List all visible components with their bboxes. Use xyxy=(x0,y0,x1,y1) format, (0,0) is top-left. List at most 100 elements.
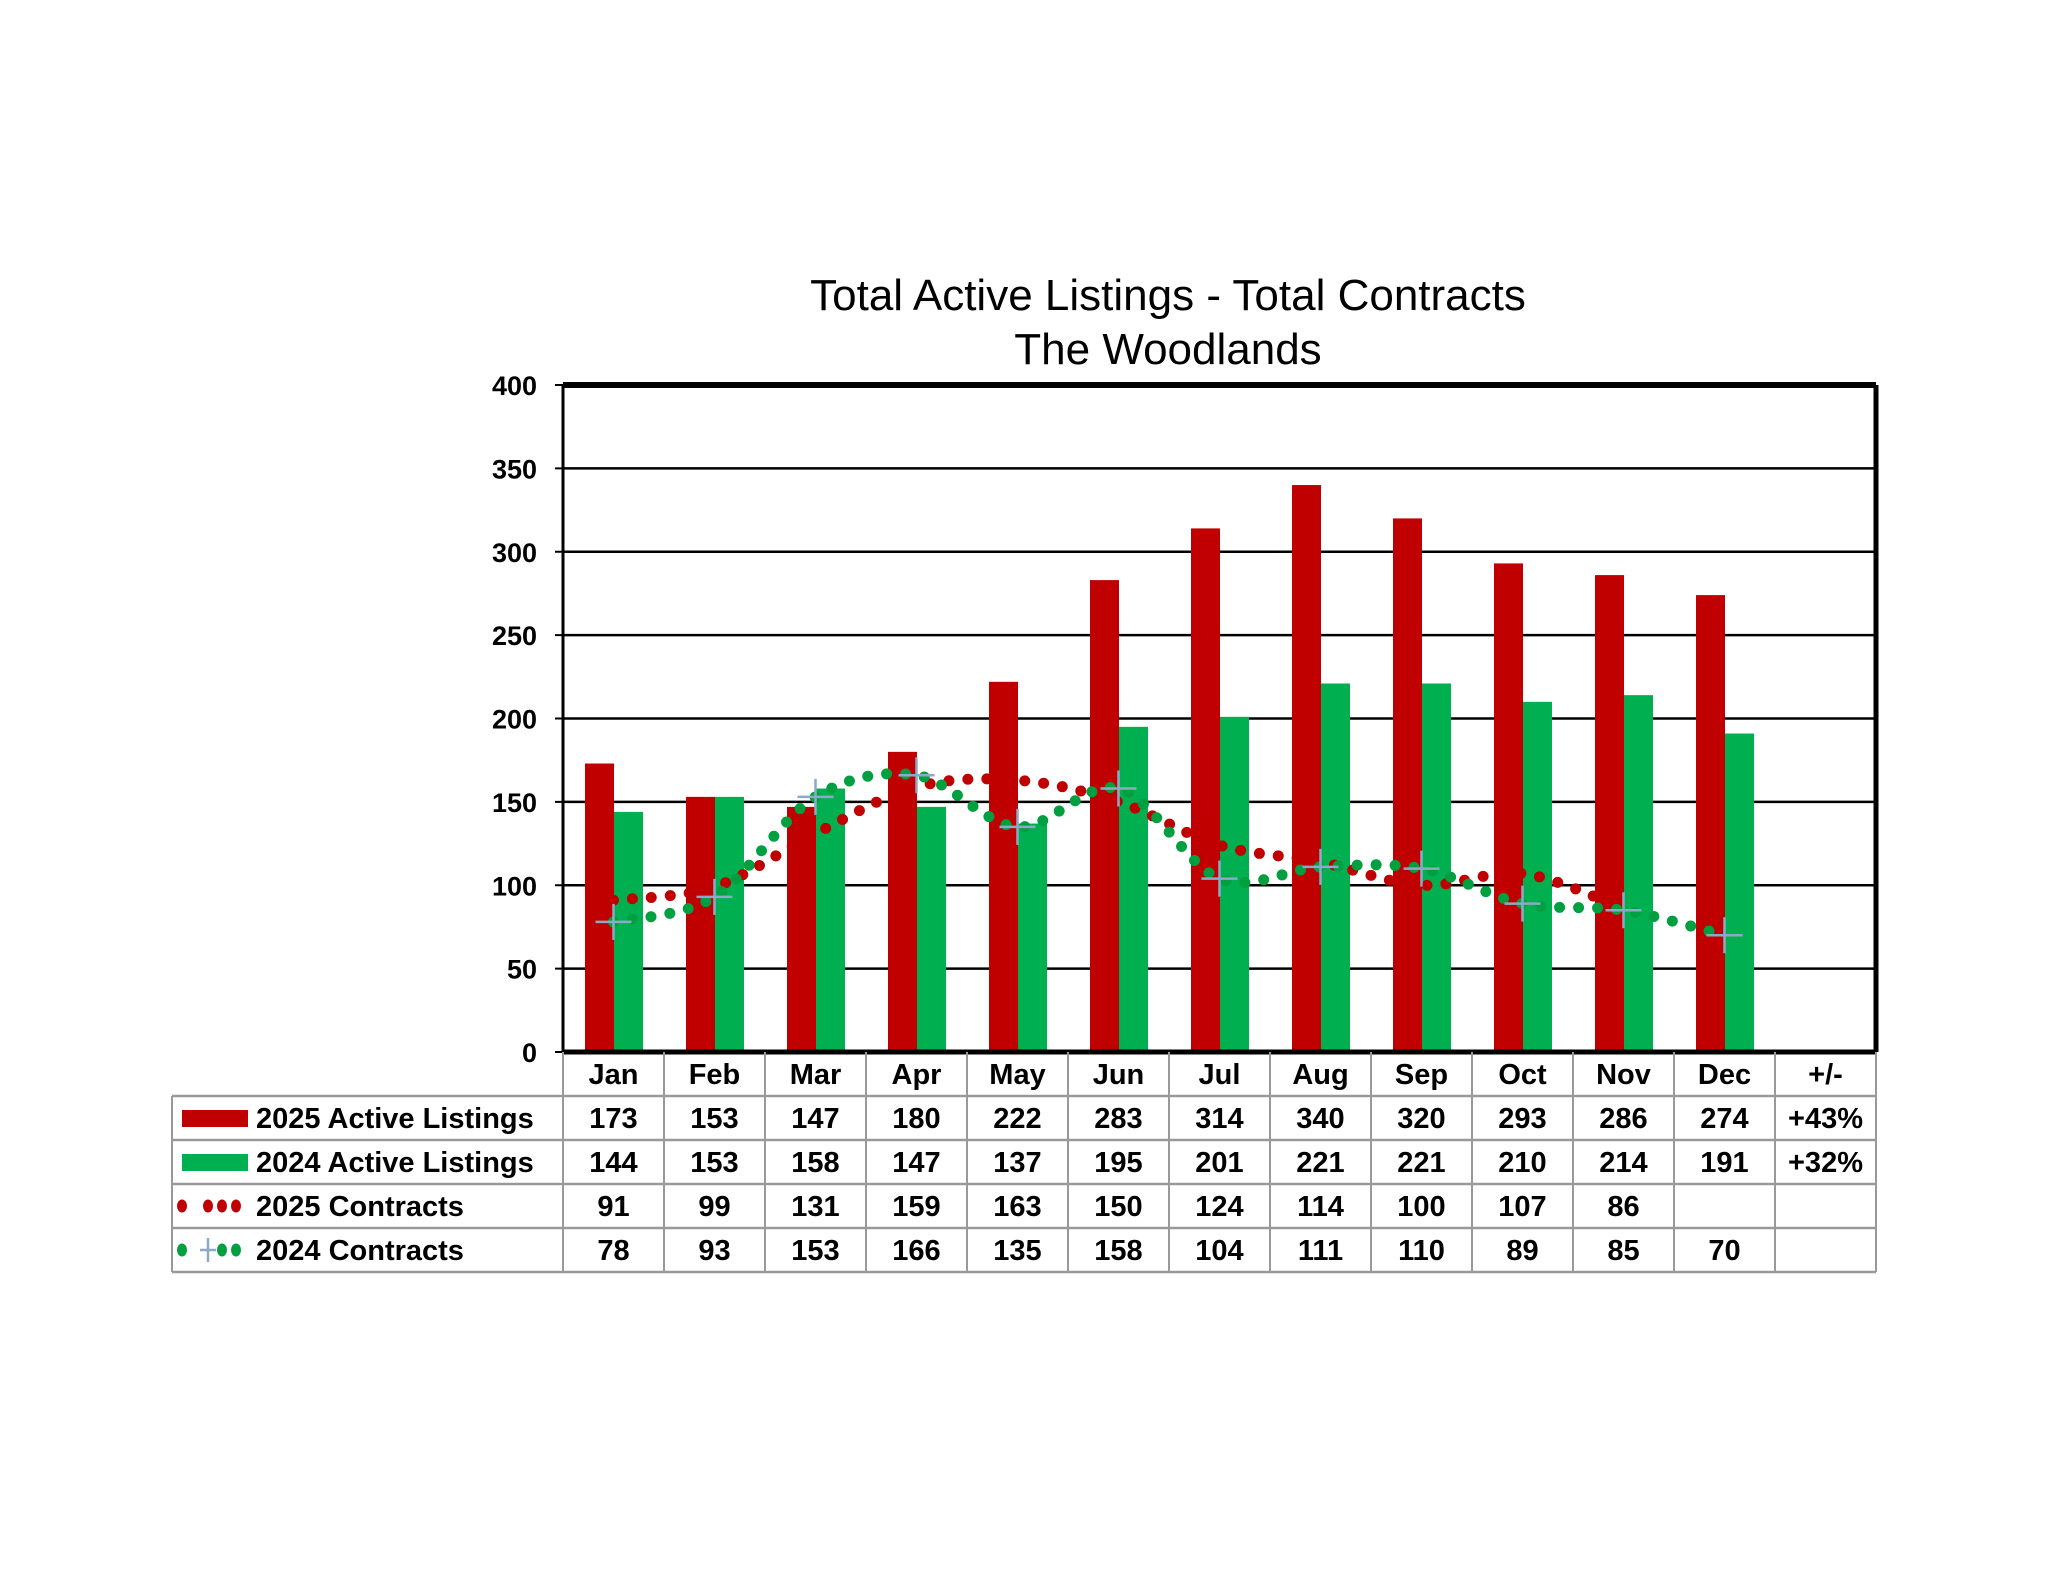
chart-subtitle: The Woodlands xyxy=(1014,325,1321,374)
bar-2025-active-listings xyxy=(686,796,715,1052)
legend-dot xyxy=(231,1243,241,1257)
table-cell: 340 xyxy=(1296,1103,1344,1135)
bar-2025-active-listings xyxy=(989,681,1018,1052)
table-cell: 150 xyxy=(1094,1191,1142,1223)
x-tick-label: Mar xyxy=(790,1059,842,1091)
bar-2024-active-listings xyxy=(917,806,946,1052)
bar-2024-active-listings xyxy=(1725,733,1754,1052)
x-tick-label: +/- xyxy=(1808,1059,1843,1091)
bar-2025-active-listings xyxy=(585,763,614,1052)
table-cell: 110 xyxy=(1398,1235,1445,1267)
table-cell: 283 xyxy=(1094,1103,1142,1135)
table-cell: 222 xyxy=(993,1103,1041,1135)
table-cell: 159 xyxy=(892,1191,940,1223)
y-tick-label: 300 xyxy=(492,538,537,568)
table-cell: 180 xyxy=(892,1103,940,1135)
data-table: Jan Feb Mar Apr May Jun Jul Aug Sep Oct Nov Dec +/- 2… xyxy=(171,1052,1877,1274)
legend-dot xyxy=(217,1243,227,1257)
x-tick-label: Apr xyxy=(892,1059,942,1091)
cross-marker xyxy=(1504,885,1541,922)
cross-marker xyxy=(1605,892,1642,929)
table-cell: 201 xyxy=(1195,1147,1243,1179)
table-row: 2025 Contracts 91 99 131 159 163 150 124 114 100 1… xyxy=(177,1191,1640,1223)
bar-2025-active-listings xyxy=(1393,518,1422,1052)
legend-swatch-2025-active-listings xyxy=(182,1110,248,1127)
table-cell: 195 xyxy=(1094,1147,1142,1179)
table-cell: 144 xyxy=(589,1147,637,1179)
table-cell: 70 xyxy=(1708,1235,1740,1267)
y-tick-label: 0 xyxy=(522,1038,537,1068)
x-tick-label: Jun xyxy=(1093,1059,1145,1091)
bar-2025-active-listings xyxy=(1696,595,1725,1052)
x-tick-label: Dec xyxy=(1698,1059,1751,1091)
table-cell: 191 xyxy=(1700,1147,1748,1179)
x-tick-label: Aug xyxy=(1292,1059,1348,1091)
legend-label: 2025 Active Listings xyxy=(256,1103,534,1135)
x-tick-label: May xyxy=(989,1059,1045,1091)
legend-dot xyxy=(203,1199,213,1213)
x-tick-label: Oct xyxy=(1498,1059,1547,1091)
x-tick-label: Nov xyxy=(1596,1059,1651,1091)
table-cell: 107 xyxy=(1498,1191,1546,1223)
plot-frame xyxy=(561,382,1879,1055)
x-tick-label: Sep xyxy=(1395,1059,1448,1091)
legend-dot xyxy=(177,1199,187,1213)
table-cell: 214 xyxy=(1599,1147,1647,1179)
bar-2024-active-listings xyxy=(715,796,744,1052)
table-cell: 314 xyxy=(1195,1103,1243,1135)
table-cell: 100 xyxy=(1397,1191,1445,1223)
table-cell: 78 xyxy=(597,1235,629,1267)
cross-marker xyxy=(797,778,834,815)
bar-2024-active-listings xyxy=(816,788,845,1052)
table-cell: 104 xyxy=(1195,1235,1243,1267)
table-cell: 320 xyxy=(1397,1103,1445,1135)
legend-swatch-2024-active-listings xyxy=(182,1154,248,1171)
legend-label: 2024 Active Listings xyxy=(256,1147,534,1179)
table-cell: 221 xyxy=(1296,1147,1344,1179)
table-cell: 210 xyxy=(1498,1147,1546,1179)
bar-2025-active-listings xyxy=(1494,563,1523,1052)
bar-2025-active-listings xyxy=(1292,485,1321,1052)
bar-2024-active-listings xyxy=(614,811,643,1052)
cross-marker xyxy=(595,903,632,940)
cross-marker xyxy=(1100,770,1137,807)
cross-marker xyxy=(898,757,935,794)
table-cell: 147 xyxy=(892,1147,940,1179)
y-tick-label: 400 xyxy=(492,371,537,401)
table-cell: 135 xyxy=(993,1235,1041,1267)
table-cell: 274 xyxy=(1700,1103,1748,1135)
x-tick-label: Jul xyxy=(1199,1059,1241,1091)
legend-dot xyxy=(177,1243,187,1257)
y-tick-label: 350 xyxy=(492,454,537,484)
table-cell: 86 xyxy=(1607,1191,1639,1223)
chart-title: Total Active Listings - Total Contracts xyxy=(810,271,1526,320)
table-cell: 89 xyxy=(1506,1235,1538,1267)
table-cell: 163 xyxy=(993,1191,1041,1223)
cross-marker xyxy=(1706,917,1743,954)
bar-2025-active-listings xyxy=(1191,528,1220,1052)
table-cell: 131 xyxy=(791,1191,839,1223)
table-cell: 166 xyxy=(892,1235,940,1267)
table-cell: 147 xyxy=(791,1103,839,1135)
table-cell: 158 xyxy=(791,1147,839,1179)
bars xyxy=(585,485,1754,1052)
table-cell: 85 xyxy=(1607,1235,1639,1267)
table-cell: 153 xyxy=(690,1103,738,1135)
legend-label: 2025 Contracts xyxy=(256,1191,464,1223)
bar-2025-active-listings xyxy=(1595,575,1624,1052)
table-cell: 124 xyxy=(1195,1191,1243,1223)
table-cell-change: +43% xyxy=(1788,1103,1863,1135)
table-cell: 153 xyxy=(791,1235,839,1267)
y-tick-label: 200 xyxy=(492,705,537,735)
legend-cross-marker xyxy=(200,1238,216,1262)
legend-dot xyxy=(217,1199,227,1213)
bar-2024-active-listings xyxy=(1119,726,1148,1052)
table-row: 2024 Contracts 78 93 153 166 135 158 104 111 110 8… xyxy=(177,1235,1741,1267)
table-cell: 293 xyxy=(1498,1103,1546,1135)
bar-2025-active-listings xyxy=(888,751,917,1052)
table-cell-change: +32% xyxy=(1788,1147,1863,1179)
cross-marker xyxy=(1201,860,1238,897)
bar-2024-active-listings xyxy=(1018,823,1047,1052)
table-cell: 111 xyxy=(1298,1235,1343,1267)
